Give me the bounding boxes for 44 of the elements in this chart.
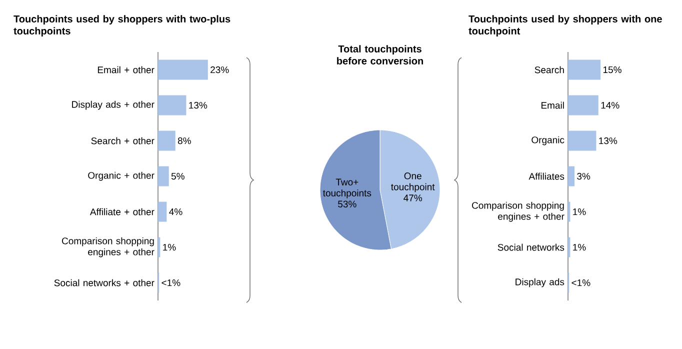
slice-label: One touchpoint — [391, 172, 435, 192]
bar — [568, 95, 598, 116]
bar — [158, 130, 176, 151]
chart-title: Touchpoints used by shoppers with two-plus touchpoints — [14, 15, 230, 36]
data-label: 15% — [603, 66, 622, 74]
data-label: 1% — [163, 244, 176, 251]
y-tick-label: Search — [534, 66, 564, 74]
data-label: <1% — [162, 279, 180, 286]
data-label: 14% — [601, 102, 620, 109]
data-label: 3% — [577, 172, 590, 180]
slice-label: Two+ touchpoints — [323, 178, 372, 198]
bar — [568, 130, 596, 151]
data-label: 53% — [338, 200, 356, 208]
data-label: 4% — [169, 208, 182, 216]
bar — [158, 166, 169, 186]
chart-title: Touchpoints used by shoppers with one touchpoint — [468, 15, 662, 36]
y-tick-label: Display ads — [516, 278, 564, 288]
y-tick-label: Organic + other — [88, 172, 154, 181]
y-tick-label: Affiliates — [528, 172, 564, 180]
y-tick-label: Search + other — [91, 137, 154, 144]
data-label: 13% — [189, 102, 208, 109]
y-tick-label: Comparison shopping engines + other — [62, 237, 154, 258]
y-tick-label: Affiliate + other — [90, 208, 154, 216]
y-tick-label: Social networks + other — [54, 279, 154, 286]
data-label: 47% — [404, 194, 422, 202]
bar — [158, 60, 208, 80]
data-label: <1% — [572, 279, 590, 286]
y-tick-label: Social networks — [498, 244, 564, 251]
data-label: 13% — [599, 137, 618, 144]
data-label: 5% — [171, 172, 184, 180]
y-tick-label: Display ads + other — [72, 100, 154, 110]
y-tick-label: Email — [542, 102, 564, 109]
data-label: 1% — [573, 244, 586, 251]
data-label: 1% — [573, 208, 586, 216]
bar — [158, 202, 167, 222]
y-tick-label: Comparison shopping engines + other — [472, 202, 564, 222]
y-tick-label: Organic — [532, 136, 564, 146]
data-label: 8% — [178, 137, 191, 144]
bar — [568, 60, 601, 80]
chart-title: Total touchpoints before conversion — [337, 45, 423, 64]
bar — [568, 166, 575, 186]
bar — [158, 95, 186, 116]
y-tick-label: Email + other — [98, 66, 154, 74]
data-label: 23% — [210, 66, 229, 74]
